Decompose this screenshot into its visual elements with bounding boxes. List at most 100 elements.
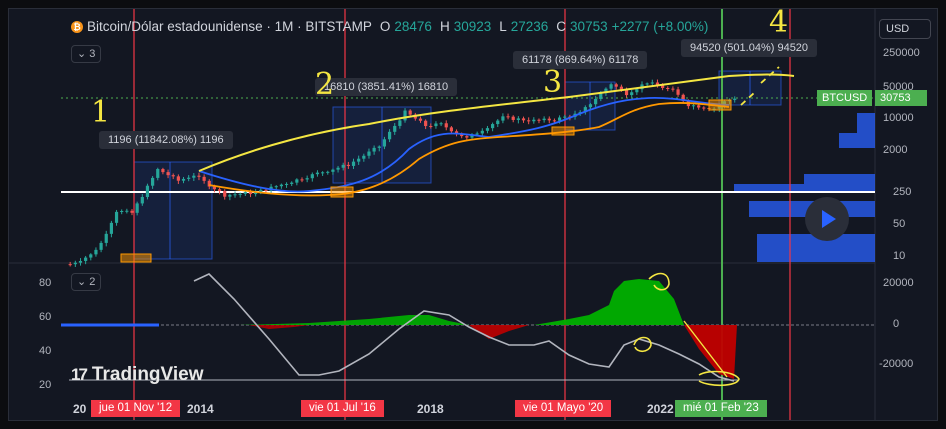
candle-body bbox=[372, 147, 376, 152]
candle-body bbox=[207, 180, 211, 187]
candle-body bbox=[630, 92, 634, 96]
candle-body bbox=[68, 264, 72, 266]
candle-body bbox=[532, 119, 536, 122]
candle-body bbox=[274, 186, 278, 188]
candle-body bbox=[480, 130, 484, 134]
candle-body bbox=[140, 196, 144, 204]
candle-body bbox=[485, 128, 490, 131]
price-tick: 50 bbox=[893, 218, 906, 230]
candle-body bbox=[367, 151, 371, 156]
measure-callout-3[interactable]: 61178 (869.64%) 61178 bbox=[513, 51, 648, 69]
candle-body bbox=[156, 169, 160, 178]
candle-body bbox=[73, 262, 77, 265]
symbol-tag: BTCUSD bbox=[817, 90, 873, 106]
highlight-zone-2016 bbox=[330, 186, 354, 198]
handwritten-circle-top bbox=[648, 272, 670, 291]
osc-left-tick: 80 bbox=[39, 277, 52, 289]
candle-body bbox=[310, 174, 314, 179]
high-value: 30923 bbox=[453, 19, 492, 34]
osc-pane-collapse-button[interactable]: ⌄ 2 bbox=[71, 273, 102, 291]
candle-body bbox=[583, 107, 587, 113]
candle-body bbox=[176, 176, 180, 181]
change-value: +2277 (+8.00%) bbox=[611, 19, 709, 34]
candle-body bbox=[501, 116, 505, 121]
candle-body bbox=[259, 189, 263, 192]
time-tag-2020: vie 01 Mayo '20 bbox=[515, 400, 612, 417]
highlight-zone-2023 bbox=[708, 99, 732, 111]
highlight-zone-2012 bbox=[120, 253, 152, 263]
candle-body bbox=[382, 139, 387, 147]
candle-body bbox=[89, 254, 93, 258]
candle-body bbox=[202, 176, 206, 181]
candle-body bbox=[449, 127, 453, 132]
candle-body bbox=[588, 104, 593, 108]
candle-body bbox=[254, 191, 258, 195]
candle-body bbox=[187, 177, 191, 179]
candle-body bbox=[357, 158, 361, 162]
candle-body bbox=[248, 192, 253, 195]
volume-profile-bar bbox=[857, 113, 875, 133]
candle-body bbox=[434, 123, 438, 127]
candle-body bbox=[387, 131, 392, 140]
candle-body bbox=[315, 172, 320, 175]
price-tick: 10000 bbox=[883, 112, 914, 124]
handwritten-number-4: 4 bbox=[769, 8, 789, 40]
candle-body bbox=[655, 82, 660, 86]
candle-body bbox=[393, 125, 397, 132]
candle-body bbox=[233, 194, 237, 196]
volume-profile-bar bbox=[757, 234, 875, 262]
osc-right-tick: -20000 bbox=[879, 358, 914, 370]
currency-select[interactable]: USD bbox=[879, 19, 931, 39]
osc-right-tick: 20000 bbox=[883, 277, 914, 289]
candle-body bbox=[326, 171, 330, 173]
candle-body bbox=[192, 175, 196, 178]
candle-body bbox=[424, 120, 428, 127]
candle-body bbox=[733, 98, 737, 100]
candle-body bbox=[114, 211, 119, 223]
osc-left-tick: 60 bbox=[39, 311, 52, 323]
handwritten-arrow bbox=[683, 320, 728, 378]
candle-body bbox=[418, 118, 423, 121]
candle-body bbox=[228, 194, 232, 197]
candle-body bbox=[444, 123, 448, 128]
chart-panel[interactable]: ₿ Bitcoin/Dólar estadounidense · 1M · BI… bbox=[8, 8, 938, 421]
candle-body bbox=[99, 242, 103, 250]
oscillator-pane bbox=[61, 272, 875, 387]
time-tag-2016: vie 01 Jul '16 bbox=[301, 400, 384, 417]
candle-body bbox=[135, 203, 139, 213]
candle-body bbox=[166, 172, 170, 176]
oscillator-positive-area-2021 bbox=[534, 279, 684, 325]
candle-body bbox=[279, 184, 283, 187]
handwritten-circle-mid bbox=[633, 336, 652, 353]
measure-callout-2[interactable]: 16810 (3851.41%) 16810 bbox=[315, 78, 458, 96]
candle-body bbox=[542, 118, 546, 121]
play-button[interactable] bbox=[805, 197, 849, 241]
candle-body bbox=[465, 136, 469, 138]
x-axis-year: 2014 bbox=[187, 402, 214, 416]
candle-body bbox=[475, 133, 479, 135]
candle-body bbox=[470, 134, 474, 138]
candle-body bbox=[563, 116, 567, 118]
price-pane-collapse-button[interactable]: ⌄ 3 bbox=[71, 45, 102, 63]
symbol-title[interactable]: Bitcoin/Dólar estadounidense · 1M · BITS… bbox=[87, 19, 372, 34]
candle-body bbox=[454, 131, 459, 134]
measure-callout-4[interactable]: 94520 (501.04%) 94520 bbox=[681, 39, 818, 57]
candle-body bbox=[661, 85, 665, 88]
price-tick: 2000 bbox=[883, 144, 908, 156]
candle-body bbox=[650, 82, 654, 84]
handwritten-circle-bottom bbox=[698, 370, 740, 387]
oscillator-line bbox=[193, 273, 735, 382]
candle-body bbox=[635, 89, 639, 93]
oscillator-negative-area bbox=[469, 325, 529, 339]
candle-body bbox=[331, 169, 335, 172]
x-axis-year: 2018 bbox=[417, 402, 444, 416]
chart-canvas[interactable] bbox=[9, 9, 938, 421]
candle-body bbox=[624, 89, 629, 96]
candle-body bbox=[599, 93, 603, 99]
candle-body bbox=[547, 118, 551, 121]
measure-callout-1[interactable]: 1196 (11842.08%) 1196 bbox=[99, 131, 233, 149]
high-label: H bbox=[439, 19, 450, 34]
candle-body bbox=[151, 177, 155, 186]
handwritten-number-3: 3 bbox=[543, 65, 563, 100]
